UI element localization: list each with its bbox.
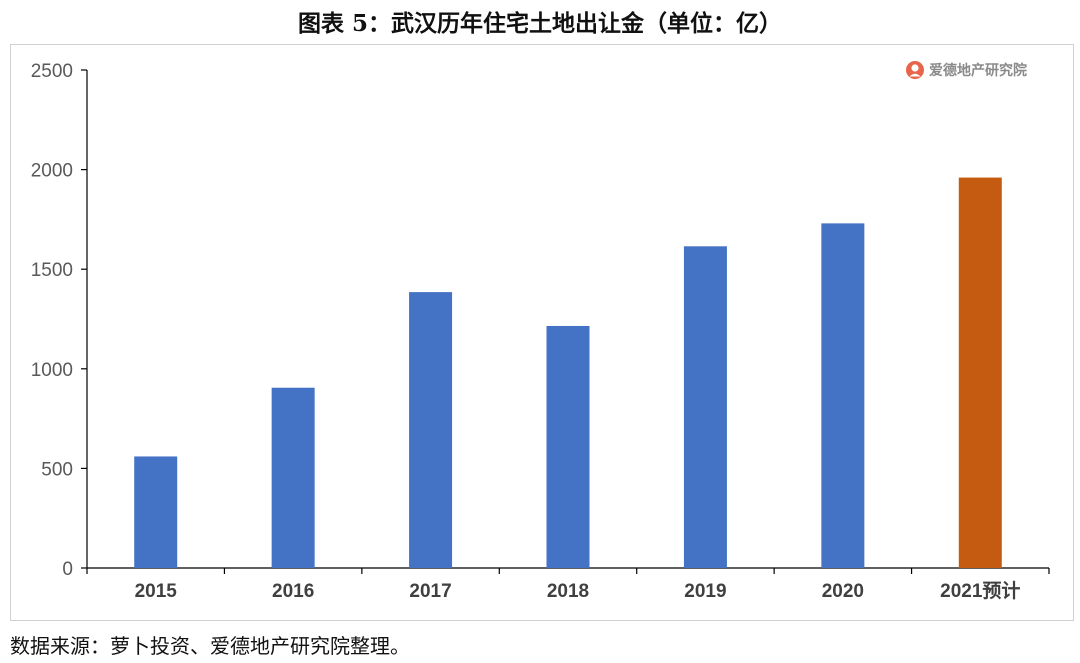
x-tick-label: 2017 [409,581,451,602]
y-axis: 0 500 1000 1500 2000 2500 [31,61,88,580]
bar-2021预计 [958,177,1002,568]
x-tick-label: 2019 [684,581,726,602]
bar-2020 [821,223,865,568]
y-tick-label: 1000 [31,360,73,381]
x-tick-label: 2015 [135,581,178,602]
bar-2019 [683,246,727,569]
y-tick-label: 1500 [31,260,73,281]
source-note: 数据来源：萝卜投资、爱德地产研究院整理。 [10,634,410,658]
bar-2018 [546,325,590,568]
bar-2015 [134,456,178,568]
watermark: 爱德地产研究院 [905,60,1027,80]
y-tick-label: 500 [41,459,73,480]
y-tick-label: 0 [62,559,73,580]
x-tick-label: 2018 [547,581,589,602]
x-tick-label: 2020 [822,581,864,602]
logo-icon [906,61,924,79]
watermark-text: 爱德地产研究院 [929,63,1027,79]
x-axis: 2015 2016 2017 2018 2019 2020 2021预计 [86,567,1050,602]
bar-2017 [409,292,453,568]
chart-frame [10,44,1074,621]
chart-title: 图表 5：武汉历年住宅土地出让金（单位：亿） [297,10,782,37]
x-tick-label: 2021预计 [940,580,1020,602]
y-tick-label: 2500 [31,61,73,82]
y-tick-label: 2000 [31,161,73,182]
bar-2016 [271,387,315,568]
x-tick-label: 2016 [272,581,314,602]
bars [134,177,1002,569]
